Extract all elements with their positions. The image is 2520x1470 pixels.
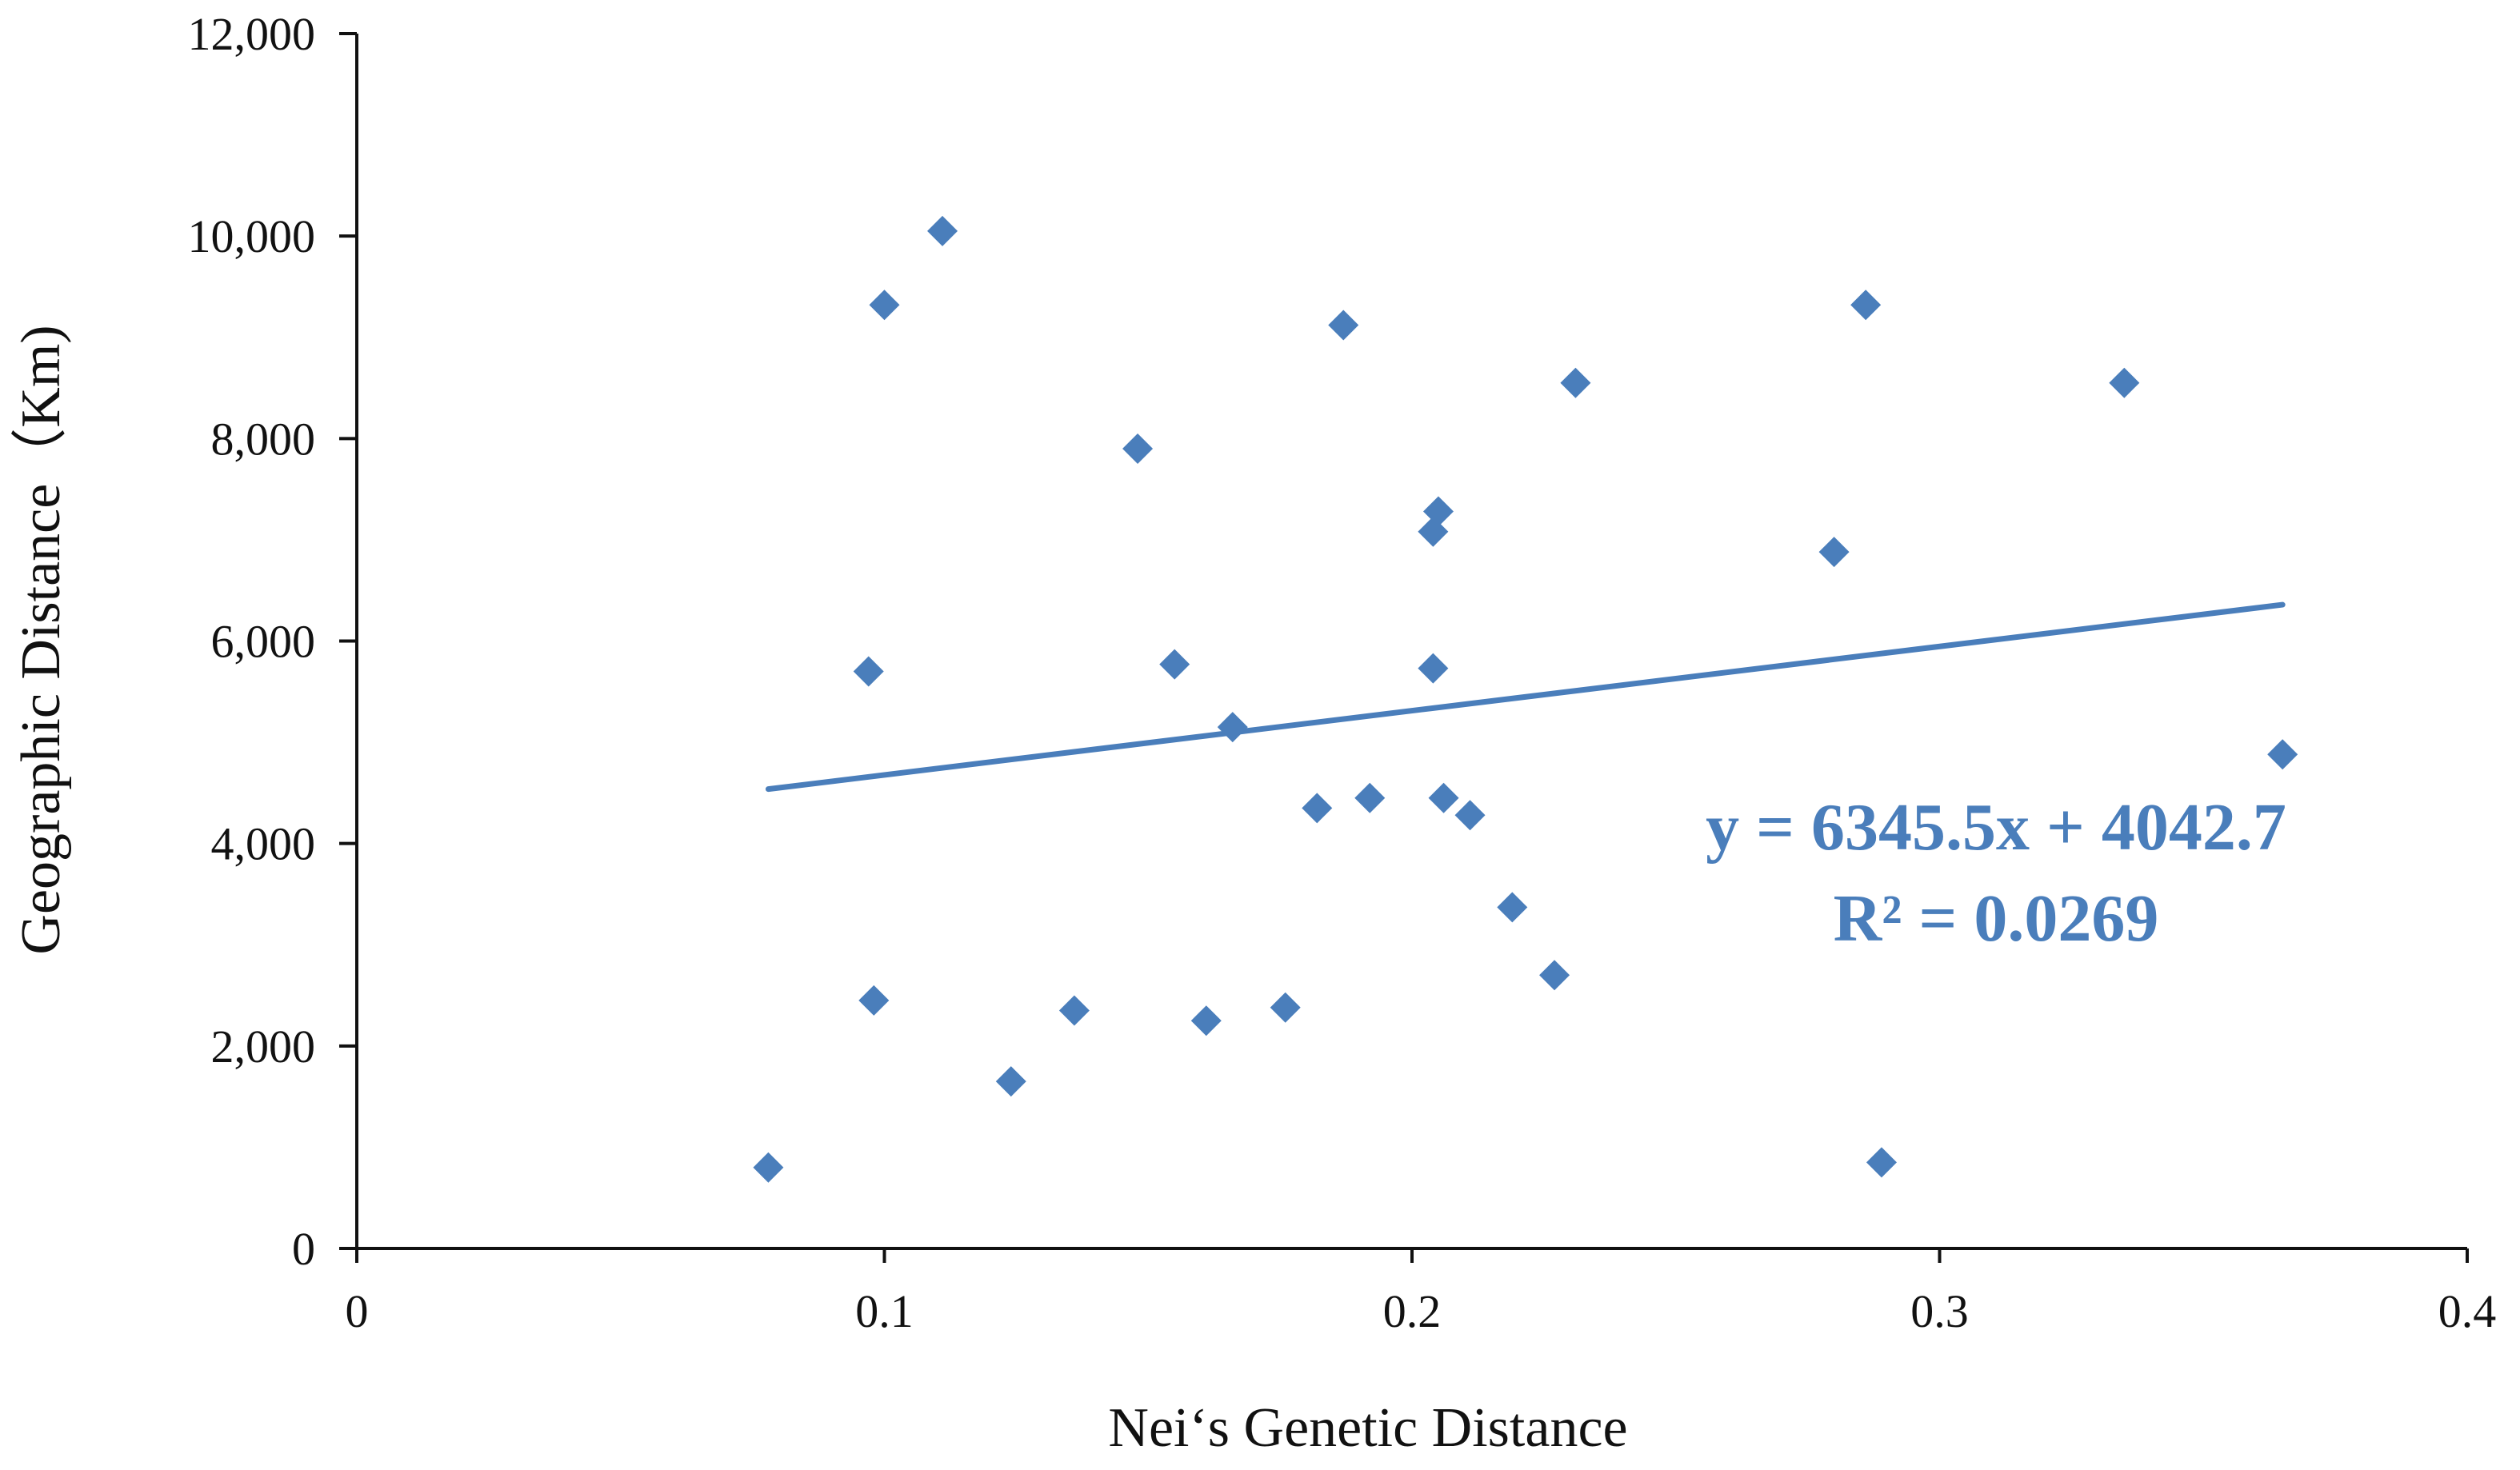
data-point bbox=[1539, 960, 1570, 991]
data-point bbox=[1418, 653, 1449, 684]
x-axis-ticks: 0 0.1 0.2 0.3 0.4 bbox=[346, 1248, 2497, 1337]
data-point bbox=[1217, 712, 1248, 743]
data-point bbox=[1302, 793, 1333, 824]
y-axis-title: Geographic Distance（Km) bbox=[10, 325, 72, 954]
y-tick-label: 10,000 bbox=[188, 210, 316, 262]
y-tick-label: 0 bbox=[292, 1223, 315, 1275]
data-point bbox=[1270, 992, 1301, 1023]
data-point bbox=[753, 1152, 784, 1183]
data-point bbox=[1422, 496, 1454, 527]
data-point bbox=[853, 656, 884, 687]
data-point bbox=[1058, 995, 1090, 1026]
x-tick-label: 0.1 bbox=[855, 1285, 914, 1337]
data-point bbox=[927, 215, 958, 246]
data-point bbox=[1497, 892, 1528, 923]
data-point bbox=[1428, 782, 1459, 813]
x-tick-label: 0.3 bbox=[1910, 1285, 1969, 1337]
data-point bbox=[995, 1066, 1026, 1097]
plot-axes bbox=[355, 34, 2467, 1250]
data-point bbox=[1328, 310, 1359, 341]
data-points bbox=[753, 215, 2298, 1183]
x-tick-label: 0.2 bbox=[1383, 1285, 1442, 1337]
data-point bbox=[1850, 290, 1882, 321]
y-tick-label: 6,000 bbox=[211, 616, 316, 668]
y-tick-label: 8,000 bbox=[211, 413, 316, 465]
y-tick-label: 12,000 bbox=[188, 8, 316, 60]
data-point bbox=[1866, 1147, 1897, 1178]
trendline-group bbox=[765, 601, 2286, 793]
r-squared-label: R² = 0.0269 bbox=[1834, 881, 2159, 956]
x-tick-label: 0.4 bbox=[2438, 1285, 2497, 1337]
data-point bbox=[1454, 800, 1486, 831]
data-point bbox=[858, 985, 890, 1016]
y-axis-ticks: 0 2,000 4,000 6,000 8,000 10,000 12,000 bbox=[188, 8, 357, 1275]
data-point bbox=[869, 290, 900, 321]
x-axis-title: Nei‘s Genetic Distance bbox=[1108, 1397, 1627, 1459]
data-point bbox=[1818, 537, 1850, 568]
y-tick-label: 4,000 bbox=[211, 818, 316, 870]
data-point bbox=[2109, 367, 2140, 398]
y-tick-label: 2,000 bbox=[211, 1021, 316, 1073]
data-point bbox=[1354, 782, 1386, 813]
data-point bbox=[1159, 649, 1190, 680]
data-point bbox=[2267, 739, 2298, 770]
trendline-equation: y = 6345.5x + 4042.7 bbox=[1706, 790, 2286, 865]
trendline bbox=[765, 601, 2286, 793]
data-point bbox=[1560, 367, 1591, 398]
data-point bbox=[1190, 1005, 1222, 1037]
data-point bbox=[1122, 433, 1154, 464]
x-tick-label: 0 bbox=[346, 1285, 369, 1337]
